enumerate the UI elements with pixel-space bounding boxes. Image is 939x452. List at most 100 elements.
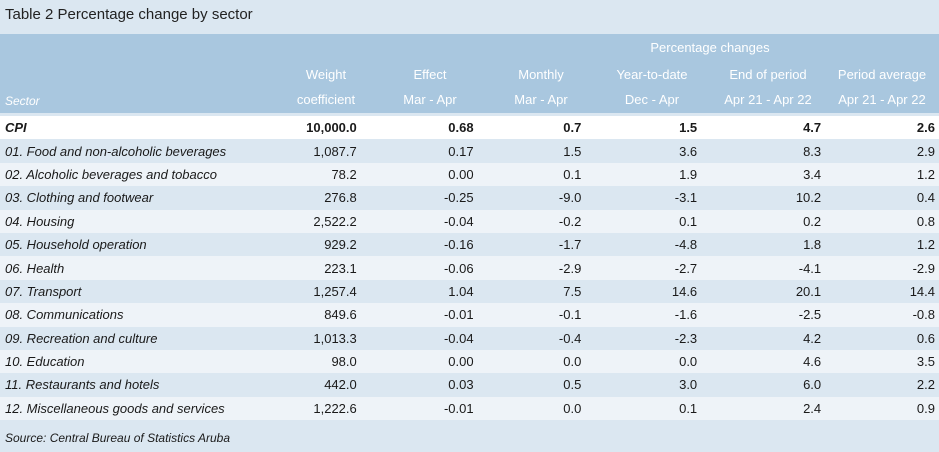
value-cell: 20.1 [701, 279, 826, 304]
value-cell: -2.9 [825, 256, 939, 280]
col-header-line1: Effect [413, 67, 447, 82]
table-row: 05. Household operation 929.2 -0.16 -1.7 -4.… [0, 232, 939, 257]
table-row: 11. Restaurants and hotels 442.0 0.03 0.5 3.… [0, 373, 939, 397]
value-cell: 0.17 [360, 139, 478, 163]
col-header-line2: Apr 21 - Apr 22 [724, 92, 812, 107]
value-cell: 4.2 [701, 326, 826, 350]
value-cell: 4.7 [701, 116, 826, 140]
sector-cell: 10. Education [0, 349, 280, 374]
value-cell: 0.68 [360, 116, 478, 140]
value-cell: -0.01 [360, 303, 478, 327]
value-cell: 8.3 [701, 139, 826, 163]
value-cell: 442.0 [279, 373, 361, 397]
value-cell: -1.7 [477, 232, 586, 257]
col-header-line1: Year-to-date [616, 67, 688, 82]
value-cell: -4.8 [585, 232, 702, 257]
value-cell: 2,522.2 [279, 209, 361, 233]
value-cell: -0.1 [477, 303, 586, 327]
value-cell: 1.2 [825, 232, 939, 257]
value-cell: 0.0 [477, 396, 586, 421]
value-cell: 276.8 [279, 186, 361, 210]
value-cell: 2.6 [825, 116, 939, 140]
col-header-line2: Dec - Apr [624, 92, 680, 107]
value-cell: -0.8 [825, 303, 939, 327]
table-row: 03. Clothing and footwear 276.8 -0.25 -9.0-… [0, 186, 939, 210]
sector-cell: 06. Health [0, 256, 280, 280]
value-cell: 3.5 [825, 349, 939, 374]
value-cell: -0.4 [477, 326, 586, 350]
value-cell: 0.7 [477, 116, 586, 140]
value-cell: 0.4 [825, 186, 939, 210]
col-header-line1: Period average [837, 67, 927, 82]
value-cell: 3.6 [585, 139, 702, 163]
value-cell: -2.9 [477, 256, 586, 280]
value-cell: 849.6 [279, 303, 361, 327]
value-cell: -0.2 [477, 209, 586, 233]
value-cell: -2.5 [701, 303, 826, 327]
value-cell: -0.01 [360, 396, 478, 421]
value-cell: -0.06 [360, 256, 478, 280]
value-cell: 0.00 [360, 349, 478, 374]
value-cell: 0.03 [360, 373, 478, 397]
table-row: 12. Miscellaneous goods and services 1,22… [0, 396, 939, 421]
value-cell: 4.6 [701, 349, 826, 374]
value-cell: -2.7 [585, 256, 702, 280]
value-cell: 3.4 [701, 162, 826, 187]
col-header-line2: Mar - Apr [403, 92, 457, 107]
value-cell: 0.0 [477, 349, 586, 374]
data-table: CPI 10,000.0 0.68 0.7 1.5 4.7 2.6 01. Food and … [0, 116, 939, 421]
value-cell: 0.2 [701, 209, 826, 233]
table-row: 09. Recreation and culture 1,013.3 -0.04 -0… [0, 326, 939, 350]
table-title: Table 2 Percentage change by sector [5, 6, 253, 23]
sector-cell: 05. Household operation [0, 232, 280, 257]
value-cell: -1.6 [585, 303, 702, 327]
value-cell: 10,000.0 [279, 116, 361, 140]
value-cell: 0.1 [477, 162, 586, 187]
col-header-line2: coefficient [296, 92, 356, 107]
value-cell: 2.4 [701, 396, 826, 421]
table-row: 01. Food and non-alcoholic beverages 1,08… [0, 139, 939, 163]
sector-cell: 07. Transport [0, 279, 280, 304]
value-cell: 1.9 [585, 162, 702, 187]
value-cell: -4.1 [701, 256, 826, 280]
value-cell: 0.1 [585, 396, 702, 421]
table-row: 07. Transport 1,257.4 1.04 7.5 14.6 20.1 14.4 [0, 279, 939, 304]
value-cell: 0.00 [360, 162, 478, 187]
value-cell: 929.2 [279, 232, 361, 257]
value-cell: 2.9 [825, 139, 939, 163]
value-cell: 1.04 [360, 279, 478, 304]
sector-cell: CPI [0, 116, 280, 140]
value-cell: 1.5 [477, 139, 586, 163]
value-cell: 1,257.4 [279, 279, 361, 304]
value-cell: 0.8 [825, 209, 939, 233]
sector-cell: 11. Restaurants and hotels [0, 373, 280, 397]
value-cell: 0.0 [585, 349, 702, 374]
value-cell: -0.04 [360, 209, 478, 233]
value-cell: -2.3 [585, 326, 702, 350]
value-cell: 0.6 [825, 326, 939, 350]
col-header-line1: Weight [305, 67, 347, 82]
value-cell: 14.6 [585, 279, 702, 304]
sector-cell: 03. Clothing and footwear [0, 186, 280, 210]
table-row: 04. Housing 2,522.2 -0.04 -0.2 0.1 0.2 0.8 [0, 209, 939, 233]
value-cell: 1,013.3 [279, 326, 361, 350]
value-cell: 98.0 [279, 349, 361, 374]
value-cell: -0.25 [360, 186, 478, 210]
value-cell: 1.2 [825, 162, 939, 187]
col-header-line1: End of period [729, 67, 807, 82]
sector-cell: 09. Recreation and culture [0, 326, 280, 350]
group-header: Percentage changes [650, 40, 770, 55]
col-header-line2: Mar - Apr [514, 92, 568, 107]
value-cell: 10.2 [701, 186, 826, 210]
sector-header: Sector [5, 94, 40, 108]
value-cell: -0.04 [360, 326, 478, 350]
sector-cell: 04. Housing [0, 209, 280, 233]
value-cell: 0.9 [825, 396, 939, 421]
col-header-line1: Monthly [518, 67, 564, 82]
value-cell: 0.1 [585, 209, 702, 233]
value-cell: 1,222.6 [279, 396, 361, 421]
table-row: 10. Education 98.0 0.00 0.0 0.0 4.6 3.5 [0, 349, 939, 374]
value-cell: 78.2 [279, 162, 361, 187]
sector-cell: 12. Miscellaneous goods and services [0, 396, 280, 421]
